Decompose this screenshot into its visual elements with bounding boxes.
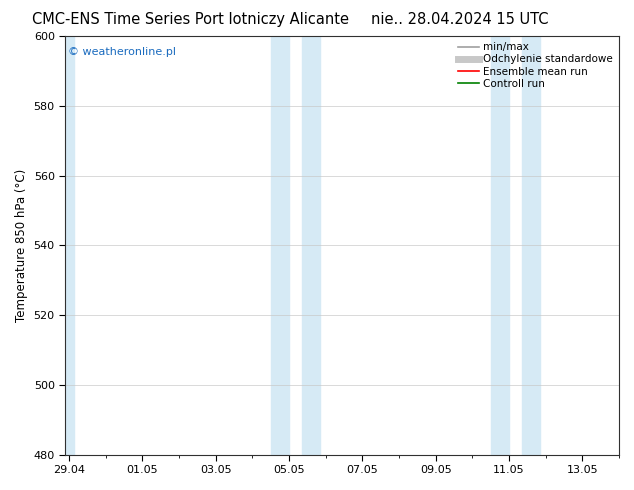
Bar [302,36,320,455]
Legend: min/max, Odchylenie standardowe, Ensemble mean run, Controll run: min/max, Odchylenie standardowe, Ensembl… [454,38,617,93]
Bar [491,36,509,455]
Bar [271,36,289,455]
Y-axis label: Temperature 850 hPa (°C): Temperature 850 hPa (°C) [15,169,28,322]
Bar [522,36,540,455]
Text: CMC-ENS Time Series Port lotniczy Alicante: CMC-ENS Time Series Port lotniczy Alican… [32,12,349,27]
Text: nie.. 28.04.2024 15 UTC: nie.. 28.04.2024 15 UTC [371,12,548,27]
Text: © weatheronline.pl: © weatheronline.pl [68,47,176,57]
Bar [65,36,74,455]
